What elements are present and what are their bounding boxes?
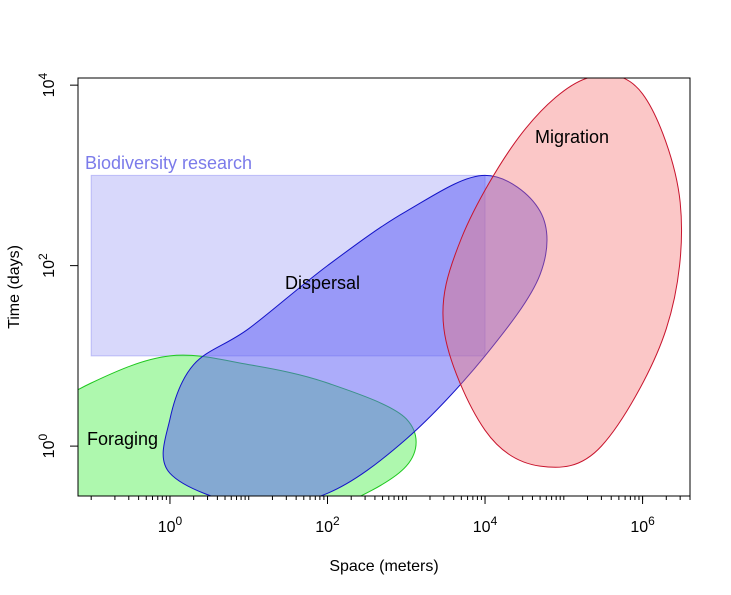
x-tick-label: 104 <box>473 514 498 536</box>
region-labels: Biodiversity research Foraging Dispersal… <box>85 127 609 449</box>
region-migration <box>442 78 683 468</box>
x-tick-label: 100 <box>158 514 183 536</box>
y-tick-label: 104 <box>36 73 58 98</box>
plot-regions <box>78 78 683 496</box>
label-foraging: Foraging <box>87 429 158 449</box>
label-dispersal: Dispersal <box>285 273 360 293</box>
label-migration: Migration <box>535 127 609 147</box>
region-dispersal <box>162 174 548 496</box>
y-axis-title: Time (days) <box>6 245 23 329</box>
label-biodiversity-research: Biodiversity research <box>85 153 252 173</box>
y-tick-label: 102 <box>36 253 58 278</box>
x-axis-title: Space (meters) <box>329 558 438 575</box>
x-axis: 100 102 104 106 <box>90 496 691 536</box>
plot-frame <box>77 77 691 497</box>
x-tick-label: 106 <box>630 514 655 536</box>
x-tick-label: 102 <box>315 514 340 536</box>
y-tick-label: 100 <box>36 434 58 459</box>
y-axis: 100 102 104 <box>36 73 78 459</box>
